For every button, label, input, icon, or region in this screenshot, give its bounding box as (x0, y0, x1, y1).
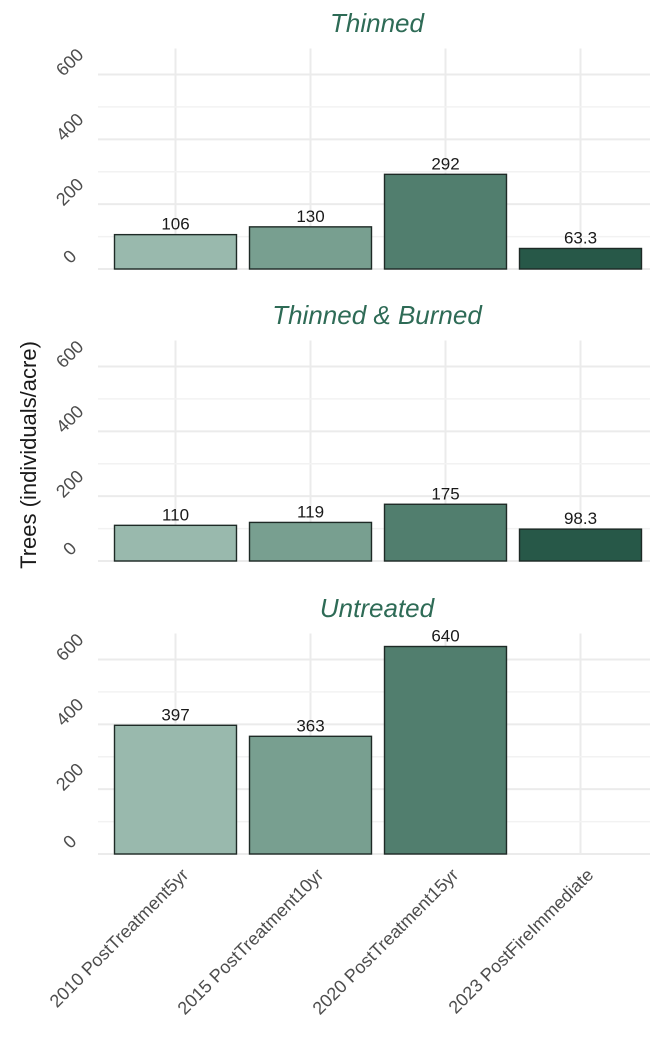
panel-title-2: Untreated (320, 593, 436, 623)
bar-value-label-1-2: 175 (431, 484, 459, 503)
bar-value-label-0-0: 106 (161, 215, 189, 234)
y-tick-label-0-2: 400 (52, 109, 87, 144)
bar-1-3 (518, 528, 643, 562)
y-tick-label-2-0: 0 (59, 831, 80, 852)
bar-value-label-0-3: 63.3 (564, 228, 597, 247)
bar-1-1 (248, 521, 373, 562)
bar-value-label-2-1: 363 (296, 716, 324, 735)
x-tick-label-0: 2010 PostTreatment5yr (46, 865, 193, 1012)
bar-value-label-2-2: 640 (431, 627, 459, 646)
y-tick-label-2-1: 200 (52, 759, 87, 794)
bar-2-1 (248, 735, 373, 855)
y-tick-label-1-0: 0 (59, 538, 80, 559)
y-axis-title: Trees (individuals/acre) (16, 341, 41, 569)
x-tick-label-2: 2020 PostTreatment15yr (309, 865, 463, 1019)
bar-value-label-0-1: 130 (296, 207, 324, 226)
bar-1-0 (113, 524, 238, 562)
bar-1-2 (383, 503, 508, 562)
y-tick-label-1-2: 400 (52, 401, 87, 436)
y-tick-label-0-1: 200 (52, 174, 87, 209)
bar-value-label-1-0: 110 (162, 505, 189, 524)
bar-value-label-1-3: 98.3 (564, 509, 597, 528)
panel-title-1: Thinned & Burned (272, 300, 483, 330)
y-tick-label-1-1: 200 (52, 466, 87, 501)
y-tick-label-2-2: 400 (52, 694, 87, 729)
bar-0-2 (383, 173, 508, 270)
bar-0-3 (518, 247, 643, 270)
bar-value-label-0-2: 292 (431, 154, 459, 173)
x-tick-label-3: 2023 PostFireImmediate (445, 865, 598, 1018)
bar-0-0 (113, 233, 238, 270)
x-tick-label-1: 2015 PostTreatment10yr (174, 865, 328, 1019)
bar-2-2 (383, 645, 508, 855)
y-tick-label-1-3: 600 (52, 337, 87, 372)
y-tick-label-0-0: 0 (59, 246, 80, 267)
panel-title-0: Thinned (330, 8, 425, 38)
bar-value-label-2-0: 397 (161, 705, 189, 724)
y-tick-label-0-3: 600 (52, 45, 87, 80)
bar-2-0 (113, 724, 238, 855)
y-tick-label-2-3: 600 (52, 630, 87, 665)
bar-value-label-1-1: 119 (297, 502, 324, 521)
bar-0-1 (248, 226, 373, 270)
